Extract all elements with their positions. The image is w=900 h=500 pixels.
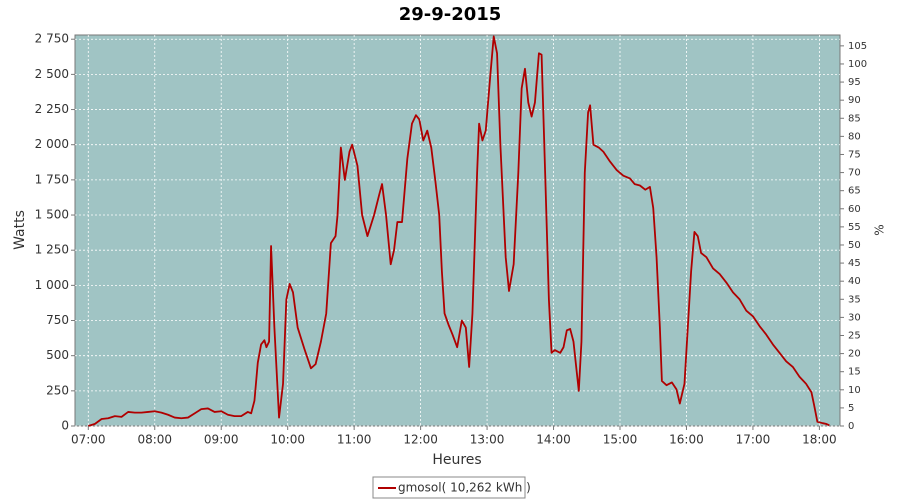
y-tick-label: 0 xyxy=(61,419,69,433)
y2-tick-label: 20 xyxy=(848,349,861,360)
y2-tick-label: 40 xyxy=(848,276,861,287)
y2-axis-label: % xyxy=(873,224,887,235)
y-tick-label: 2 000 xyxy=(35,137,69,151)
y2-tick-label: 65 xyxy=(848,186,861,197)
x-tick-label: 08:00 xyxy=(137,433,172,447)
x-tick-label: 15:00 xyxy=(603,433,638,447)
y2-tick-label: 5 xyxy=(848,403,854,414)
y2-tick-label: 85 xyxy=(848,113,861,124)
y2-tick-label: 90 xyxy=(848,95,861,106)
y2-tick-label: 75 xyxy=(848,149,861,160)
x-tick-label: 16:00 xyxy=(669,433,704,447)
y2-tick-label: 0 xyxy=(848,421,854,432)
plot-area xyxy=(74,34,841,427)
y2-tick-label: 55 xyxy=(848,222,861,233)
x-tick-label: 11:00 xyxy=(337,433,372,447)
x-tick-label: 09:00 xyxy=(204,433,239,447)
y2-tick-label: 105 xyxy=(848,41,867,52)
y2-tick-label: 50 xyxy=(848,240,861,251)
y-tick-label: 1 750 xyxy=(35,172,69,186)
y-tick-label: 2 500 xyxy=(35,67,69,81)
y-axis-label: Watts xyxy=(12,210,28,250)
marks xyxy=(88,35,830,427)
x-tick-label: 13:00 xyxy=(470,433,505,447)
y2-tick-label: 15 xyxy=(848,367,861,378)
legend-label: gmosol( 10,262 kWh ) xyxy=(398,481,531,495)
y2-tick-label: 70 xyxy=(848,168,861,179)
y-tick-label: 500 xyxy=(46,348,69,362)
line-series xyxy=(88,35,830,427)
y2-tick-label: 80 xyxy=(848,131,861,142)
x-tick-label: 17:00 xyxy=(736,433,771,447)
y2-tick-label: 10 xyxy=(848,385,861,396)
y2-tick-label: 35 xyxy=(848,294,861,305)
x-tick-label: 10:00 xyxy=(270,433,305,447)
legend xyxy=(372,476,526,499)
y2-tick-label: 100 xyxy=(848,59,867,70)
x-tick-label: 12:00 xyxy=(403,433,438,447)
y-tick-label: 250 xyxy=(46,383,69,397)
x-axis-label: Heures xyxy=(432,452,481,468)
y-tick-label: 1 250 xyxy=(35,243,69,257)
y-tick-label: 1 000 xyxy=(35,278,69,292)
y2-tick-label: 25 xyxy=(848,330,861,341)
y-tick-label: 2 750 xyxy=(35,32,69,46)
y-tick-label: 750 xyxy=(46,313,69,327)
x-tick-label: 18:00 xyxy=(802,433,837,447)
y2-tick-label: 60 xyxy=(848,204,861,215)
y2-tick-label: 95 xyxy=(848,77,861,88)
y-tick-label: 2 250 xyxy=(35,102,69,116)
y2-tick-label: 45 xyxy=(848,258,861,269)
chart-title: 29-9-2015 xyxy=(399,4,502,25)
x-tick-label: 07:00 xyxy=(71,433,106,447)
y2-tick-label: 30 xyxy=(848,312,861,323)
y-tick-label: 1 500 xyxy=(35,208,69,222)
x-tick-label: 14:00 xyxy=(536,433,571,447)
